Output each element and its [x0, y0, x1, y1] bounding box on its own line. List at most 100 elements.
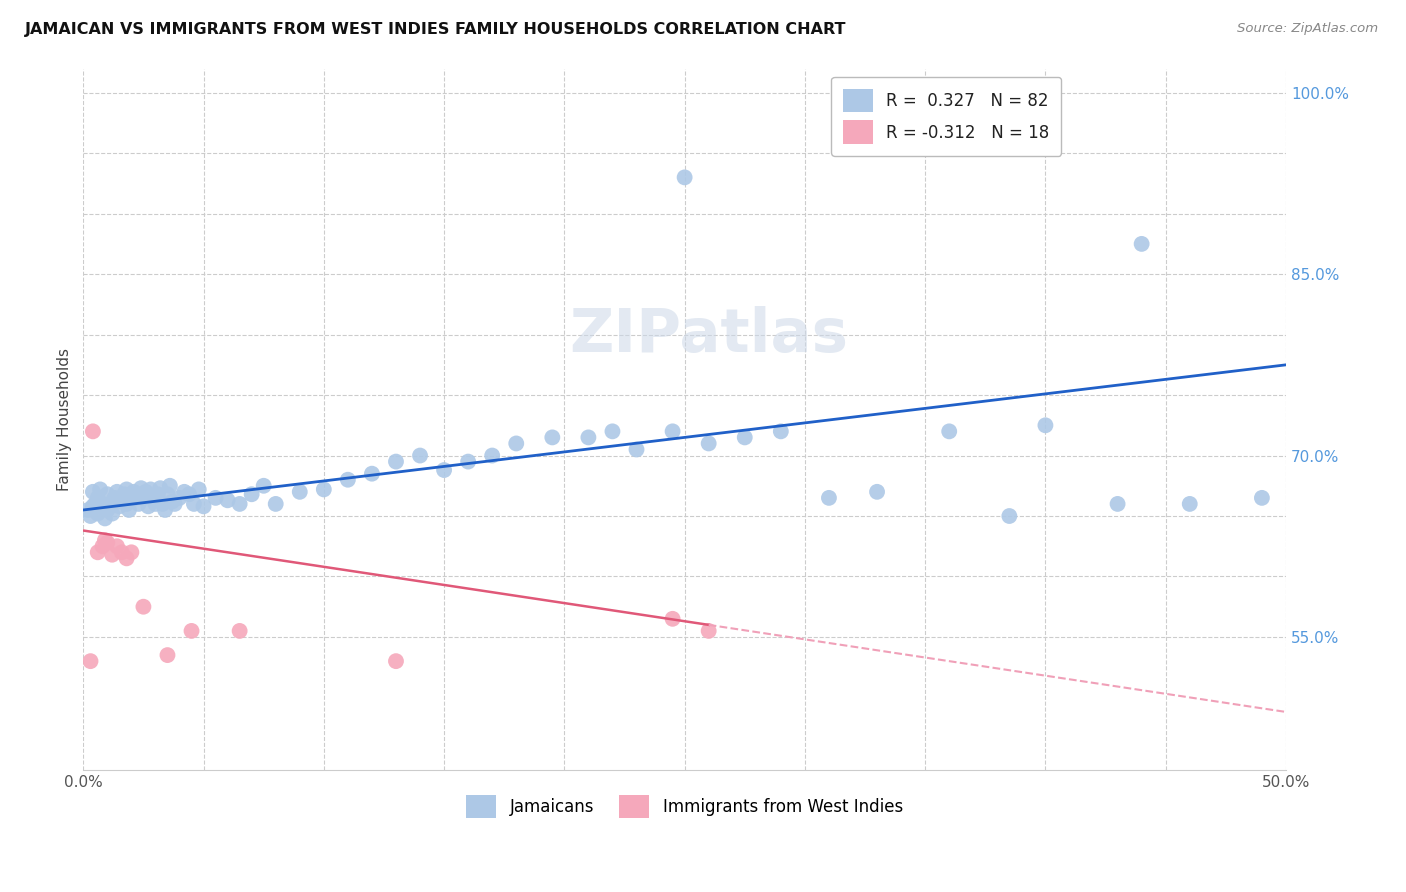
Point — [101, 548, 124, 562]
Point — [1035, 418, 1057, 433]
Point — [146, 487, 169, 501]
Point — [938, 425, 960, 439]
Point — [125, 487, 148, 501]
Point — [866, 484, 889, 499]
Point — [193, 500, 215, 514]
Legend: Jamaicans, Immigrants from West Indies: Jamaicans, Immigrants from West Indies — [460, 788, 910, 825]
Point — [112, 487, 135, 501]
Point — [697, 436, 720, 450]
Point — [94, 511, 117, 525]
Point — [385, 454, 408, 468]
Point — [409, 449, 432, 463]
Point — [661, 612, 683, 626]
Point — [87, 507, 110, 521]
Point — [115, 483, 138, 497]
Point — [135, 484, 157, 499]
Point — [626, 442, 648, 457]
Point — [115, 497, 138, 511]
Point — [228, 624, 250, 638]
Point — [481, 449, 503, 463]
Point — [1130, 236, 1153, 251]
Point — [91, 539, 114, 553]
Point — [578, 430, 600, 444]
Point — [105, 484, 128, 499]
Point — [101, 507, 124, 521]
Point — [96, 503, 118, 517]
Point — [120, 545, 142, 559]
Point — [769, 425, 792, 439]
Point — [87, 491, 110, 505]
Point — [129, 481, 152, 495]
Point — [79, 508, 101, 523]
Point — [103, 491, 125, 505]
Point — [82, 484, 104, 499]
Point — [152, 497, 174, 511]
Point — [111, 545, 134, 559]
Point — [96, 535, 118, 549]
Point — [111, 494, 134, 508]
Point — [204, 491, 226, 505]
Point — [108, 500, 131, 514]
Point — [132, 599, 155, 614]
Point — [602, 425, 624, 439]
Point — [136, 500, 159, 514]
Point — [217, 493, 239, 508]
Point — [179, 487, 201, 501]
Point — [541, 430, 564, 444]
Point — [84, 497, 107, 511]
Point — [228, 497, 250, 511]
Point — [505, 436, 527, 450]
Y-axis label: Family Households: Family Households — [58, 348, 72, 491]
Point — [145, 497, 167, 511]
Text: JAMAICAN VS IMMIGRANTS FROM WEST INDIES FAMILY HOUSEHOLDS CORRELATION CHART: JAMAICAN VS IMMIGRANTS FROM WEST INDIES … — [25, 22, 846, 37]
Point — [385, 654, 408, 668]
Point — [120, 493, 142, 508]
Point — [288, 484, 311, 499]
Point — [163, 497, 186, 511]
Point — [661, 425, 683, 439]
Point — [115, 551, 138, 566]
Point — [818, 491, 841, 505]
Point — [180, 624, 202, 638]
Point — [89, 500, 111, 514]
Point — [77, 503, 100, 517]
Point — [87, 545, 110, 559]
Point — [1107, 497, 1129, 511]
Point — [336, 473, 359, 487]
Point — [457, 454, 479, 468]
Point — [98, 497, 121, 511]
Point — [91, 497, 114, 511]
Point — [118, 503, 141, 517]
Point — [82, 425, 104, 439]
Point — [173, 484, 195, 499]
Point — [79, 654, 101, 668]
Point — [1178, 497, 1201, 511]
Point — [312, 483, 335, 497]
Point — [433, 463, 456, 477]
Point — [183, 497, 205, 511]
Point — [998, 508, 1021, 523]
Point — [105, 539, 128, 553]
Point — [169, 491, 191, 505]
Point — [240, 487, 263, 501]
Point — [132, 491, 155, 505]
Text: ZIPatlas: ZIPatlas — [569, 306, 848, 365]
Point — [162, 494, 184, 508]
Point — [142, 491, 165, 505]
Point — [96, 487, 118, 501]
Point — [697, 624, 720, 638]
Point — [253, 479, 276, 493]
Point — [89, 483, 111, 497]
Point — [673, 170, 696, 185]
Point — [156, 648, 179, 662]
Point — [264, 497, 287, 511]
Point — [156, 487, 179, 501]
Point — [128, 497, 150, 511]
Point — [94, 533, 117, 548]
Point — [139, 483, 162, 497]
Point — [734, 430, 756, 444]
Point — [159, 479, 181, 493]
Point — [361, 467, 384, 481]
Point — [82, 500, 104, 514]
Point — [122, 484, 145, 499]
